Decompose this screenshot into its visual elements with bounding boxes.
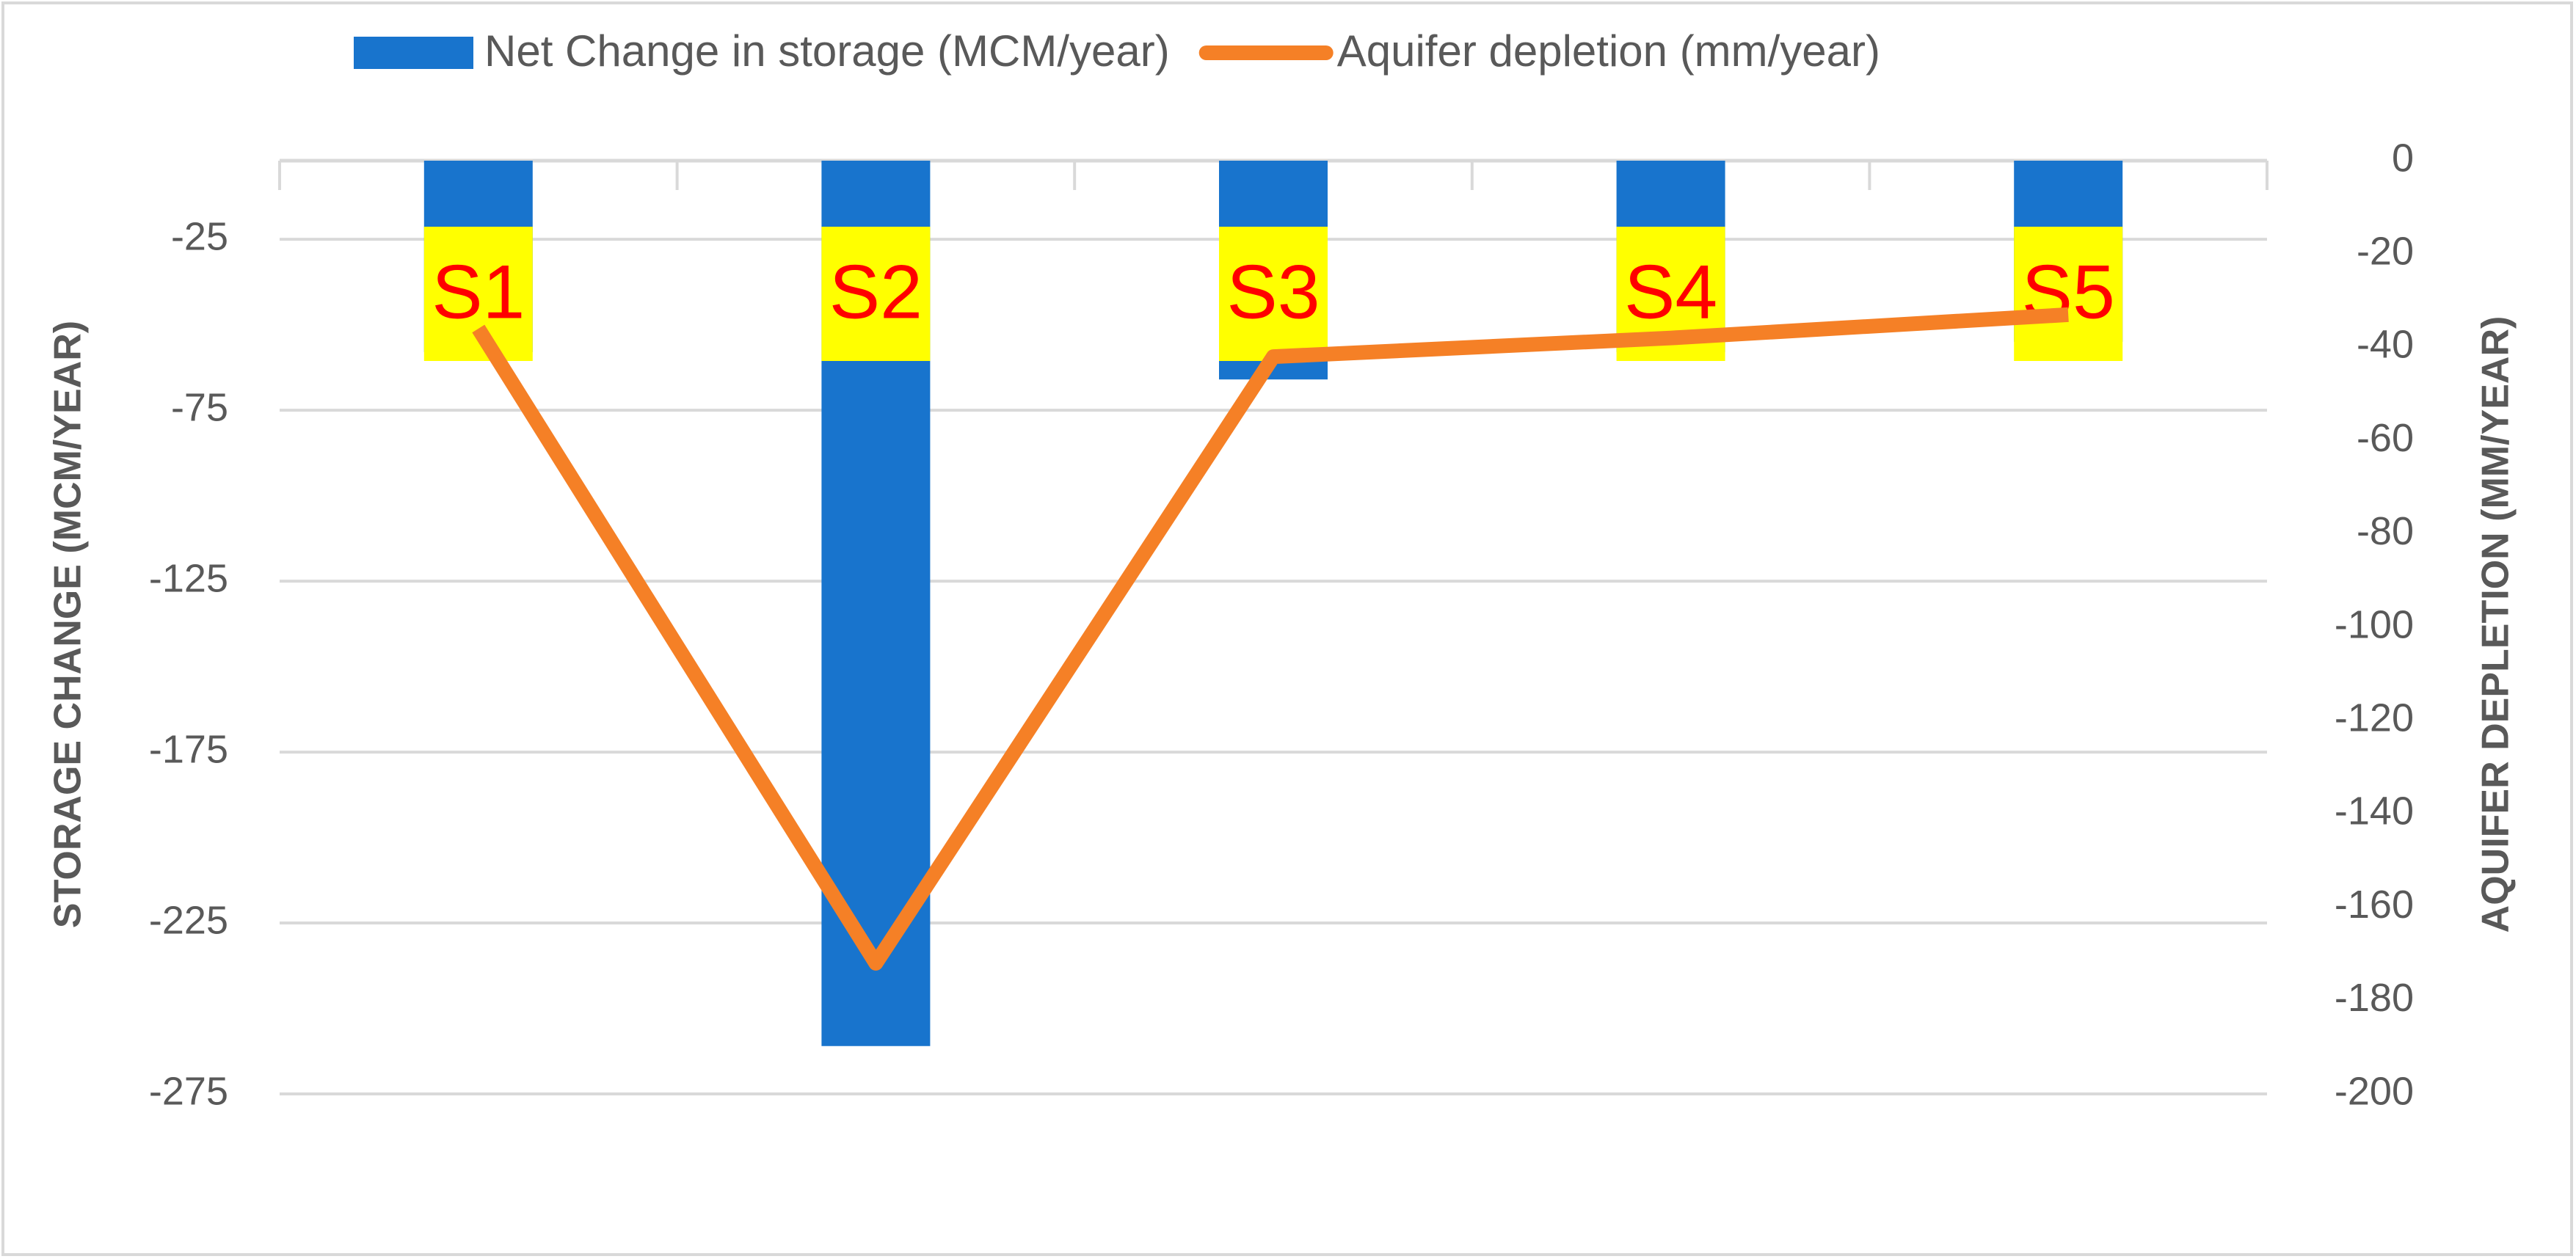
y2-tick-label: 0 xyxy=(2392,136,2414,180)
y-axis-title: STORAGE CHANGE (MCM/YEAR) xyxy=(47,321,90,928)
y2-tick-label: -160 xyxy=(2335,883,2414,927)
label-box xyxy=(2014,227,2123,361)
y2-axis-title: AQUIFER DEPLETION (MM/YEAR) xyxy=(2475,316,2517,933)
legend-label: Aquifer depletion (mm/year) xyxy=(1337,26,1880,76)
legend-label: Net Change in storage (MCM/year) xyxy=(484,26,1170,76)
y-tick-label: -75 xyxy=(171,385,228,429)
y2-tick-label: -60 xyxy=(2357,416,2414,460)
category-label: S2 xyxy=(829,249,923,335)
y2-tick-label: -100 xyxy=(2335,602,2414,646)
y2-tick-label: -180 xyxy=(2335,976,2414,1020)
y-tick-label: -275 xyxy=(149,1069,228,1113)
y2-tick-label: -120 xyxy=(2335,696,2414,740)
y-tick-label: -225 xyxy=(149,898,228,942)
y2-tick-label: -40 xyxy=(2357,323,2414,367)
y-tick-label: -175 xyxy=(149,727,228,771)
y2-tick-label: -20 xyxy=(2357,229,2414,273)
label-box xyxy=(821,227,931,361)
y2-tick-label: -80 xyxy=(2357,509,2414,553)
category-label: S4 xyxy=(1624,249,1717,335)
y2-tick-label: -140 xyxy=(2335,789,2414,833)
legend-swatch xyxy=(354,37,473,69)
category-label: S1 xyxy=(432,249,525,335)
y-tick-label: -25 xyxy=(171,214,228,258)
y2-tick-label: -200 xyxy=(2335,1069,2414,1113)
y-tick-label: -125 xyxy=(149,556,228,600)
label-box xyxy=(1219,227,1328,361)
category-label: S3 xyxy=(1226,249,1320,335)
line xyxy=(472,307,2069,971)
